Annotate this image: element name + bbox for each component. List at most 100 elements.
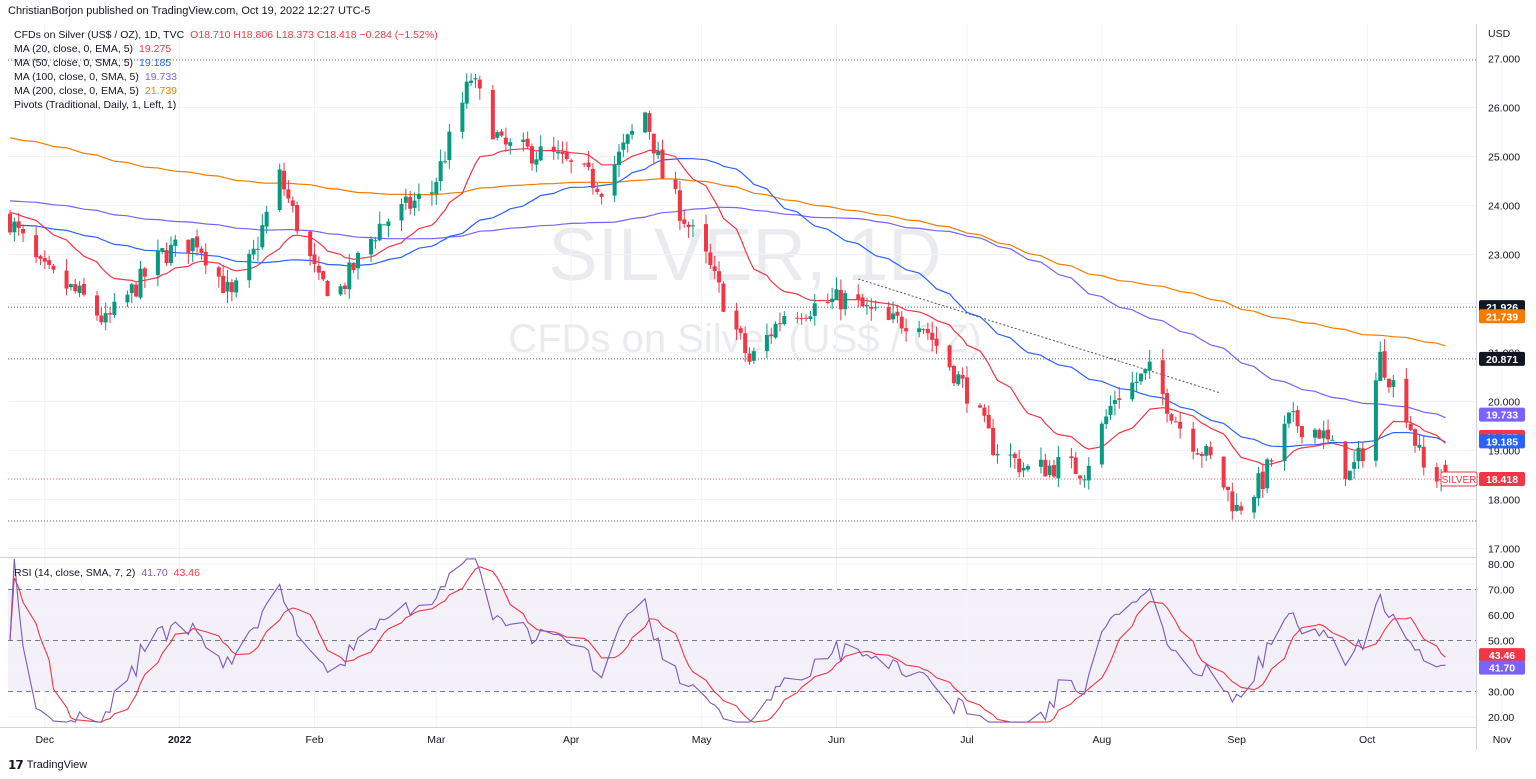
candle [895,304,900,324]
candle [825,293,830,305]
candle [734,302,739,340]
candle [351,262,356,273]
candle [782,311,787,326]
candle [965,366,969,414]
candle [1052,459,1056,479]
candle [321,270,326,282]
candle [1382,339,1387,381]
candle [551,137,556,160]
candle [142,266,147,288]
ma100-line [9,200,1446,419]
candle [804,314,809,322]
candle [812,294,817,326]
candle [738,325,743,340]
candle [673,171,678,195]
candle [1256,466,1261,507]
candle [1130,371,1135,402]
candle [186,239,191,265]
candle [660,139,665,179]
grid-layer [8,24,1503,727]
price-tick-label: 17.000 [1488,544,1520,556]
candle [625,133,630,153]
candle [255,236,260,262]
candle [12,217,17,242]
candle [316,256,321,281]
candle [499,129,504,138]
ma20-line [9,147,1446,466]
candle [960,367,965,388]
candle [1139,373,1143,385]
price-tag: 19.733 [1479,407,1525,422]
time-tick-label: Mar [427,734,446,746]
candle [677,181,682,231]
time-tick-label: May [692,734,713,746]
candle [1147,349,1152,379]
svg-text:SILVER: SILVER [1442,475,1477,486]
candle [647,110,652,140]
candle [1017,450,1022,478]
candle [195,229,200,256]
candle [777,312,782,332]
candle [1195,448,1200,456]
candle [717,261,722,293]
candle [247,249,252,288]
price-tick-label: 24.000 [1488,201,1520,213]
candle [438,149,443,191]
rsi-tick-label: 70.00 [1488,585,1514,597]
svg-text:MA (20, close, 0, EMA, 5)19.27: MA (20, close, 0, EMA, 5) 19.275 [14,43,171,55]
candle [651,133,656,164]
candle [138,260,143,300]
candle [721,281,726,313]
candle [51,263,56,274]
candle [834,277,839,300]
candle [1208,441,1213,460]
svg-text:MA (100, close, 0, SMA, 5)19.7: MA (100, close, 0, SMA, 5) 19.733 [14,71,177,83]
candle [342,282,347,295]
candle [1169,413,1174,425]
candle [1117,386,1122,409]
candle [1391,375,1396,398]
time-tick-label: Jun [828,734,845,746]
candle [1086,457,1091,490]
candle [795,311,800,324]
candle [521,132,526,152]
candle [464,73,469,109]
candle [225,269,230,304]
candle [690,219,695,237]
candle [155,239,160,287]
candle [1299,426,1304,444]
candle [1282,415,1287,472]
candle [704,214,708,264]
candle [538,135,543,162]
candle [843,290,848,316]
candle [1326,419,1331,445]
candle [216,265,221,288]
candle [1252,495,1257,519]
ma200-line [9,137,1446,347]
candle [1099,421,1104,468]
rsi-line [9,558,1446,723]
candle [290,196,295,213]
candle [356,251,360,280]
candle [1373,372,1378,467]
svg-text:19.185: 19.185 [1486,436,1518,448]
candle [308,230,313,266]
candle [221,264,226,294]
candle [112,293,117,319]
candle [838,279,843,321]
legend-ma20-value: 19.275 [139,43,171,55]
candle [1330,435,1335,441]
candle [434,177,439,205]
candle [1386,378,1391,393]
candle [656,141,661,160]
moving-averages [9,137,1446,466]
candle [595,182,600,195]
candle [1221,456,1226,491]
candle [1134,372,1139,393]
tradingview-logo[interactable]: 𝟭𝟳 TradingView [8,758,87,772]
svg-text:MA (50, close, 0, SMA, 5)19.18: MA (50, close, 0, SMA, 5) 19.185 [14,57,171,69]
candle [1056,445,1061,488]
legend-ma200-label: MA (200, close, 0, EMA, 5) [14,85,139,97]
price-tags: 21.92621.73920.87119.73319.27519.18518.4… [1440,300,1525,675]
